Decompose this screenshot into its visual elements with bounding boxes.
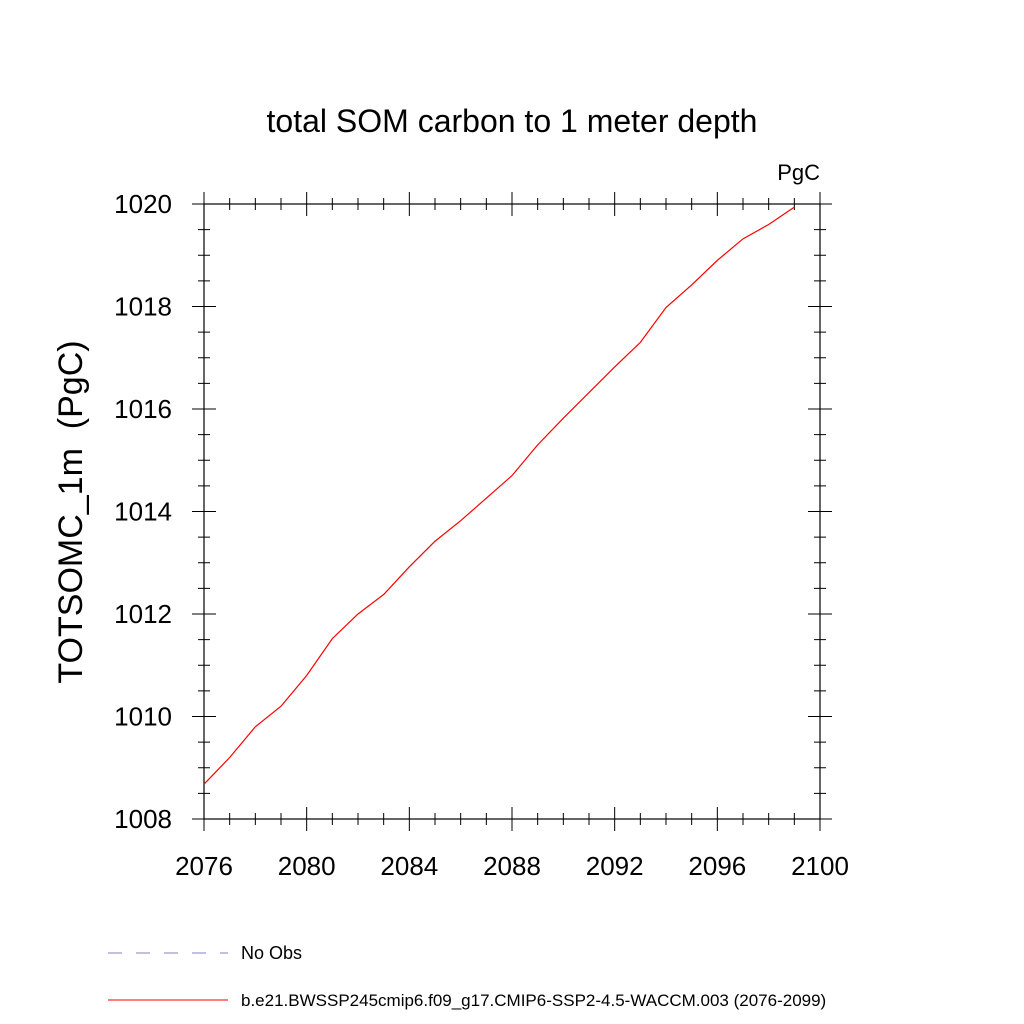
- y-tick-label: 1020: [114, 189, 172, 219]
- y-axis-label: TOTSOMC_1m (PgC): [52, 340, 90, 683]
- x-tick-label: 2088: [483, 851, 541, 881]
- units-label: PgC: [777, 160, 820, 185]
- plot-frame: [203, 203, 821, 820]
- x-tick-labels: 2076 2080 2084 2088 2092 2096 2100: [175, 851, 849, 881]
- x-tick-label: 2096: [688, 851, 746, 881]
- y-tick-label: 1008: [114, 804, 172, 834]
- y-tick-labels: 1008 1010 1012 1014 1016 1018 1020: [114, 189, 172, 834]
- x-tick-label: 2076: [175, 851, 233, 881]
- major-ticks: [192, 192, 832, 831]
- x-tick-label: 2100: [791, 851, 849, 881]
- x-tick-label: 2080: [278, 851, 336, 881]
- y-tick-label: 1014: [114, 497, 172, 527]
- y-tick-label: 1016: [114, 394, 172, 424]
- x-tick-label: 2092: [586, 851, 644, 881]
- y-tick-label: 1018: [114, 292, 172, 322]
- y-tick-label: 1012: [114, 599, 172, 629]
- legend-label-model-run: b.e21.BWSSP245cmip6.f09_g17.CMIP6-SSP2-4…: [241, 991, 826, 1010]
- x-tick-label: 2084: [380, 851, 438, 881]
- chart-title: total SOM carbon to 1 meter depth: [267, 103, 758, 139]
- y-tick-label: 1010: [114, 702, 172, 732]
- legend: No Obs b.e21.BWSSP245cmip6.f09_g17.CMIP6…: [108, 943, 826, 1010]
- series-line-0: [203, 206, 795, 785]
- legend-label-no-obs: No Obs: [241, 943, 302, 963]
- series-layer: [203, 206, 795, 785]
- minor-ticks: [198, 198, 826, 825]
